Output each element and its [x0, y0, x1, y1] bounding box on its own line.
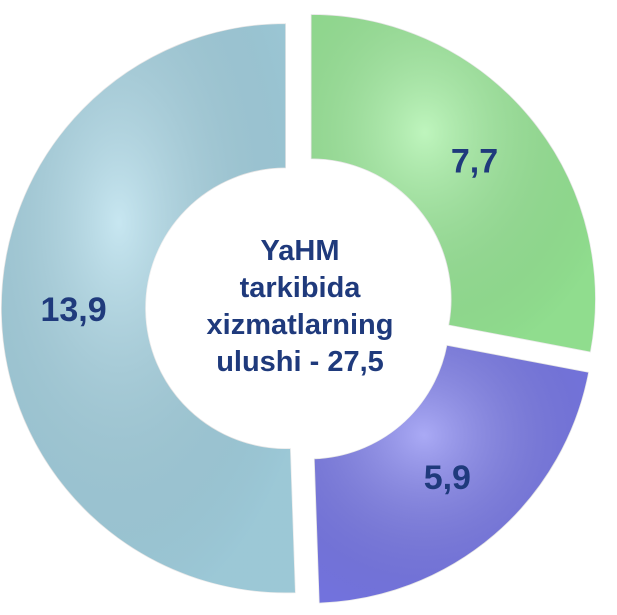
value-label: 5,9 — [424, 459, 471, 497]
value-label: 13,9 — [40, 291, 106, 329]
value-label: 7,7 — [451, 143, 498, 181]
center-label: tarkibida — [240, 272, 362, 304]
center-label: ulushi - 27,5 — [216, 346, 384, 378]
center-label: YaHM — [261, 235, 340, 267]
center-label: xizmatlarning — [207, 309, 394, 341]
